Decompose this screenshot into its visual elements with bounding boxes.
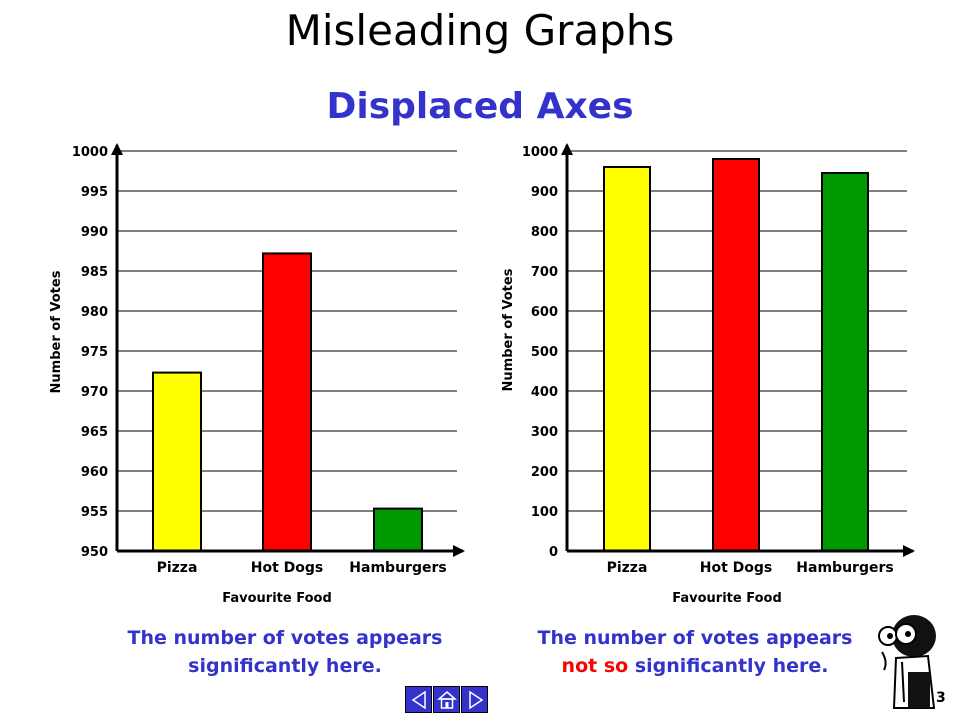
x-tick-label: Hot Dogs [700,560,773,576]
home-icon [437,691,457,709]
bar-hamburgers [821,172,869,552]
y-tick-label: 300 [531,425,558,440]
x-tick-label: Hamburgers [349,560,446,576]
prev-arrow-icon [411,690,426,710]
y-tick-label: 980 [81,305,108,320]
y-tick-label: 955 [81,505,108,520]
x-tick-label: Pizza [607,560,648,576]
y-tick-label: 995 [81,185,108,200]
y-tick-label: 600 [531,305,558,320]
chart-2 [561,143,915,557]
y-tick-label: 950 [81,545,108,560]
caption-left-text: The number of votes appears significantl… [127,627,443,677]
x-tick-label: Pizza [157,560,198,576]
bar-hamburgers [373,507,423,553]
y-tick-label: 800 [531,225,558,240]
bar-pizza [152,371,202,552]
y-tick-label: 900 [531,185,558,200]
next-arrow-icon [469,690,484,710]
x-axis-title: Favourite Food [222,591,332,606]
caption-right-line1: The number of votes appears [537,627,853,649]
y-axis-title: Number of Votes [501,268,516,391]
next-button[interactable] [461,686,488,713]
y-tick-label: 1000 [72,145,108,160]
y-tick-label: 500 [531,345,558,360]
x-tick-label: Hot Dogs [251,560,324,576]
x-axis-arrow [453,545,465,557]
page-number: 3 [936,690,946,706]
x-tick-label: Hamburgers [796,560,893,576]
y-tick-label: 970 [81,385,108,400]
y-tick-label: 975 [81,345,108,360]
y-tick-label: 960 [81,465,108,480]
prev-button[interactable] [405,686,432,713]
y-tick-label: 700 [531,265,558,280]
bar-hot-dogs [262,252,312,552]
y-tick-label: 1000 [522,145,558,160]
bar-hot-dogs [712,158,760,552]
caption-right-line2: significantly here. [634,655,829,677]
y-tick-label: 985 [81,265,108,280]
y-axis-arrow [111,143,123,155]
y-tick-label: 965 [81,425,108,440]
slide-subtitle: Displaced Axes [326,86,634,127]
x-axis-arrow [903,545,915,557]
y-tick-label: 0 [549,545,558,560]
cartoon-scientist-icon [878,615,936,709]
caption-right-not-so: not so [561,655,629,677]
y-axis-arrow [561,143,573,155]
y-tick-label: 400 [531,385,558,400]
x-axis-title: Favourite Food [672,591,782,606]
bar-pizza [603,166,651,552]
y-tick-label: 100 [531,505,558,520]
y-tick-label: 200 [531,465,558,480]
caption-left: The number of votes appears significantl… [100,624,470,680]
caption-right: The number of votes appears not so signi… [510,624,880,680]
home-button[interactable] [433,686,460,713]
y-axis-title: Number of Votes [49,270,64,393]
chart-1 [111,143,465,557]
y-tick-label: 990 [81,225,108,240]
slide-title: Misleading Graphs [285,6,675,55]
